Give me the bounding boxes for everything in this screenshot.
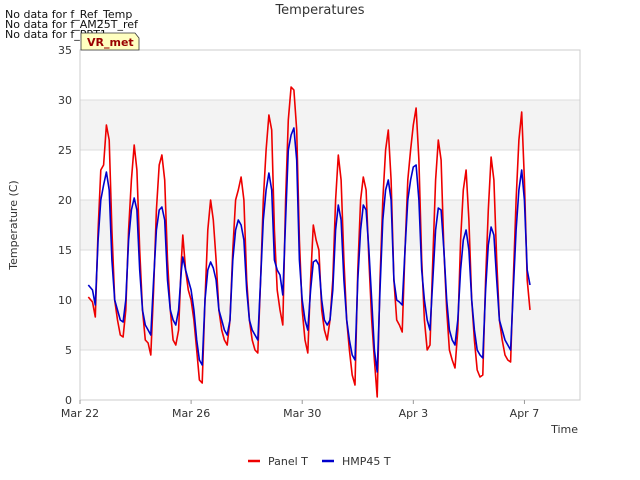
x-tick-label: Mar 30 xyxy=(283,407,321,420)
band xyxy=(80,150,580,200)
x-tick-label: Mar 26 xyxy=(172,407,210,420)
plot-frame xyxy=(79,49,581,401)
y-tick-label: 15 xyxy=(58,244,72,257)
y-tick-label: 20 xyxy=(58,194,72,207)
y-tick-label: 0 xyxy=(65,394,72,407)
badge-label: VR_met xyxy=(87,36,134,49)
x-axis-label: Time xyxy=(550,423,578,436)
y-axis-label: Temperature (C) xyxy=(7,180,20,270)
vr-met-badge: VR_met xyxy=(80,32,140,51)
legend-label: HMP45 T xyxy=(342,455,391,468)
y-tick-label: 5 xyxy=(65,344,72,357)
x-tick-label: Mar 22 xyxy=(61,407,99,420)
series-line-hmp45-t xyxy=(87,127,531,373)
y-tick-label: 10 xyxy=(58,294,72,307)
legend: Panel T HMP45 T xyxy=(248,455,391,468)
badge-box xyxy=(80,32,140,51)
y-tick-label: 30 xyxy=(58,94,72,107)
band xyxy=(80,50,580,100)
y-tick-label: 25 xyxy=(58,144,72,157)
background-bands xyxy=(80,50,580,400)
x-tick-label: Apr 3 xyxy=(399,407,429,420)
series-lines xyxy=(87,86,531,398)
band xyxy=(80,350,580,400)
y-tick-labels: 0 5 10 15 20 25 30 35 xyxy=(58,44,72,407)
x-tick-labels: Mar 22 Mar 26 Mar 30 Apr 3 Apr 7 xyxy=(61,400,539,420)
x-tick-label: Apr 7 xyxy=(510,407,540,420)
no-data-note-1: No data for f_Ref_Temp xyxy=(5,8,133,21)
y-tick-label: 35 xyxy=(58,44,72,57)
no-data-note-2: No data for f_AM25T_ref xyxy=(5,18,138,31)
chart-title: Temperatures xyxy=(274,3,364,18)
band xyxy=(80,100,580,150)
legend-label: Panel T xyxy=(268,455,308,468)
